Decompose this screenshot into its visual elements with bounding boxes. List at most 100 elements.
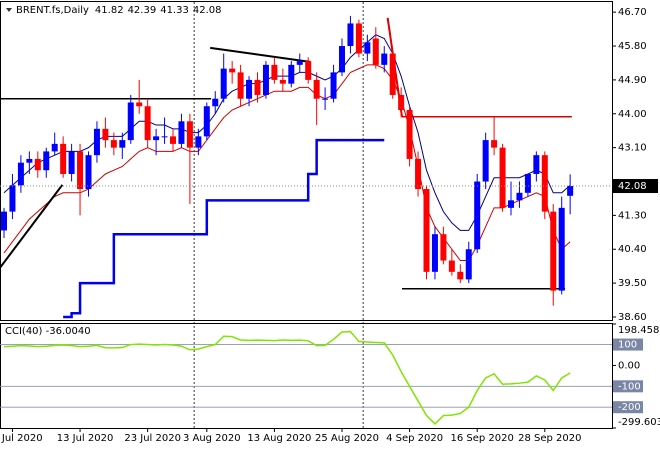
- level-box: [613, 380, 643, 393]
- candle-body: [279, 79, 286, 84]
- candle-body: [415, 158, 422, 190]
- y-tick-label: -299.603: [618, 417, 660, 428]
- trendline: [210, 46, 311, 63]
- candle-body: [43, 151, 50, 171]
- y-tick-label: 38.60: [618, 312, 647, 323]
- cci-title: CCI(40) -36.0040: [5, 326, 91, 337]
- candle-body: [9, 185, 16, 212]
- candle-body: [465, 249, 472, 280]
- candle-body: [60, 143, 67, 174]
- candle-body: [296, 61, 303, 65]
- x-tick-label: 4 Sep 2020: [386, 433, 443, 444]
- candle-body: [153, 136, 160, 141]
- candle-body: [398, 94, 405, 111]
- candle-body: [541, 155, 548, 212]
- candle-body: [186, 121, 193, 148]
- ohlc-close: 42.08: [193, 5, 222, 16]
- y-tick-label: 39.50: [618, 278, 647, 289]
- trendline: [0, 184, 64, 269]
- candle-body: [34, 158, 41, 171]
- candle-body: [17, 162, 24, 186]
- y-tick-label: 46.70: [618, 7, 647, 18]
- last-price-box: [612, 179, 658, 194]
- candle-body: [144, 106, 151, 141]
- candle-body: [136, 102, 143, 107]
- candle-body: [170, 136, 176, 144]
- candle-body: [372, 38, 379, 65]
- y-tick-label: 0.00: [618, 360, 640, 371]
- ohlc-low: 41.33: [160, 5, 189, 16]
- candle-body: [499, 147, 506, 208]
- candle-body: [305, 61, 312, 80]
- y-tick-label: 44.00: [618, 109, 647, 120]
- candle-body: [550, 211, 557, 291]
- last-price-label: 42.08: [618, 181, 647, 192]
- candle-body: [567, 186, 574, 196]
- y-tick-label: -100: [618, 381, 641, 392]
- candle-body: [508, 200, 514, 208]
- candle-body: [254, 79, 261, 95]
- candle-body: [364, 42, 371, 54]
- candle-body: [288, 64, 295, 84]
- y-tick-label: -200: [618, 402, 641, 413]
- candle-body: [262, 64, 269, 95]
- x-tick-label: 25 Aug 2020: [315, 433, 379, 444]
- candle-body: [322, 98, 329, 100]
- candle-body: [195, 136, 202, 148]
- y-tick-label: 40.40: [618, 244, 647, 255]
- price-frame: [0, 1, 613, 321]
- candle-body: [220, 68, 227, 99]
- candle-body: [423, 189, 430, 272]
- candle-body: [51, 143, 58, 152]
- candle-body: [1, 211, 7, 231]
- candle-body: [26, 158, 33, 163]
- candle-body: [330, 72, 337, 99]
- candle-body: [516, 192, 523, 201]
- candle-body: [127, 102, 134, 141]
- candle-body: [389, 53, 396, 95]
- cci-frame: [0, 323, 613, 429]
- candle-body: [448, 260, 455, 272]
- candle-body: [440, 234, 447, 261]
- cci-line: [3, 330, 571, 425]
- y-tick-label: 41.30: [618, 210, 647, 221]
- candle-body: [203, 106, 210, 137]
- level-box: [613, 338, 643, 351]
- y-tick-label: 45.80: [618, 41, 647, 52]
- level-box: [613, 401, 643, 414]
- candle-body: [313, 79, 320, 99]
- indicator-line: [63, 138, 385, 319]
- candle-body: [347, 23, 354, 47]
- candle-body: [229, 68, 236, 73]
- ohlc-open: 41.82: [95, 5, 124, 16]
- candle-body: [212, 98, 219, 107]
- candle-body: [457, 271, 464, 280]
- candle-body: [68, 151, 75, 174]
- candle-body: [77, 151, 84, 190]
- y-tick-label: 44.90: [618, 75, 647, 86]
- candle-body: [482, 140, 489, 182]
- candle-body: [271, 64, 278, 80]
- candle-body: [533, 155, 540, 174]
- candle-body: [110, 140, 117, 148]
- candle-body: [491, 140, 498, 148]
- candle-body: [431, 234, 438, 272]
- candle-body: [381, 53, 388, 65]
- candle-body: [178, 121, 185, 144]
- x-tick-label: 28 Sep 2020: [518, 433, 581, 444]
- collapse-icon: [6, 8, 12, 12]
- candle-body: [161, 136, 168, 138]
- candle-body: [119, 140, 126, 148]
- chart-title: BRENT.fs,Daily: [16, 5, 89, 16]
- x-tick-label: 13 Aug 2020: [247, 433, 311, 444]
- candle-body: [102, 128, 109, 141]
- x-tick-label: 3 Aug 2020: [183, 433, 241, 444]
- candle-body: [355, 23, 362, 54]
- x-tick-label: 16 Sep 2020: [451, 433, 514, 444]
- x-tick-label: 1 Jul 2020: [0, 433, 43, 444]
- x-tick-label: 13 Jul 2020: [57, 433, 114, 444]
- y-tick-label: 100: [618, 340, 637, 351]
- y-tick-label: 43.10: [618, 143, 647, 154]
